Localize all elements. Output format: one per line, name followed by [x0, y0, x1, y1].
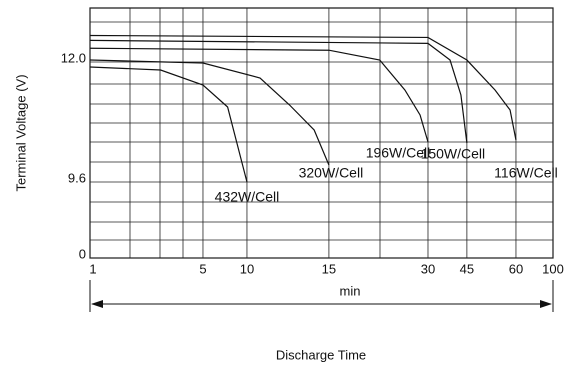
x-tick-label: 100: [542, 261, 564, 276]
series-line: [89, 59, 330, 166]
extra-grid: [90, 8, 553, 258]
x-axis-label: Discharge Time: [276, 347, 366, 362]
y-tick-label: 12.0: [61, 50, 86, 65]
x-tick-label: 5: [199, 261, 206, 276]
series-line: [89, 34, 517, 141]
plot-frame: [89, 7, 554, 259]
x-tick-label: 60: [509, 261, 523, 276]
x-tick-label: 15: [322, 261, 336, 276]
series-label: 432W/Cell: [215, 189, 280, 205]
y-tick-label: 9.6: [68, 170, 86, 185]
series-label: 150W/Cell: [421, 146, 486, 162]
series-line: [89, 47, 429, 143]
x-unit: min: [340, 283, 361, 298]
series-label: 196W/Cell: [366, 145, 431, 161]
series-label: 320W/Cell: [299, 165, 364, 181]
y-tick-label: 0: [79, 246, 86, 261]
series-label: 116W/Cell: [494, 165, 558, 181]
x-tick-label: 1: [89, 261, 96, 276]
y-axis-label: Terminal Voltage (V): [13, 74, 28, 191]
x-tick-label: 45: [460, 261, 474, 276]
series-line: [89, 66, 248, 183]
x-tick-label: 30: [421, 261, 435, 276]
series-line: [89, 39, 468, 144]
unit-arrow: [89, 280, 554, 312]
x-tick-label: 10: [240, 261, 254, 276]
